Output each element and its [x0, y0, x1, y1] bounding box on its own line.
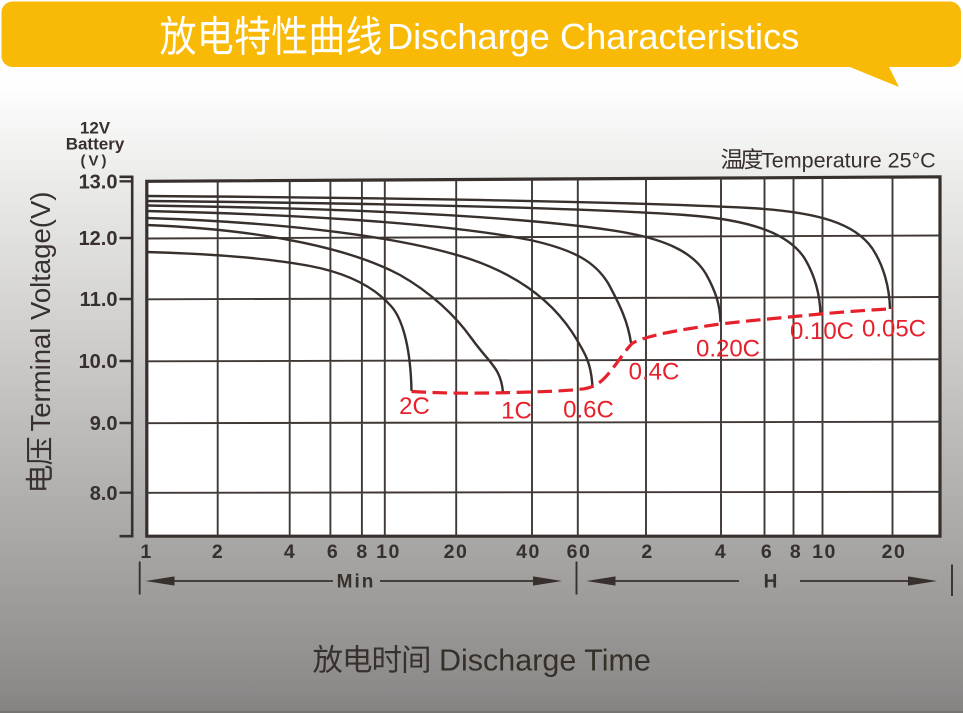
- svg-text:4: 4: [284, 541, 296, 563]
- svg-text:0.20C: 0.20C: [696, 336, 760, 363]
- svg-text:40: 40: [516, 541, 541, 563]
- svg-text:4: 4: [715, 541, 727, 563]
- svg-text:1: 1: [140, 541, 152, 563]
- svg-text:Terminal Voltage(V): Terminal Voltage(V): [25, 192, 56, 432]
- svg-text:2: 2: [641, 541, 653, 563]
- svg-text:1C: 1C: [501, 398, 532, 425]
- svg-text:0.05C: 0.05C: [862, 316, 926, 343]
- svg-text:9.0: 9.0: [90, 413, 118, 435]
- svg-text:8.0: 8.0: [90, 483, 118, 505]
- svg-text:Discharge Time: Discharge Time: [439, 644, 651, 678]
- svg-text:13.0: 13.0: [79, 172, 118, 194]
- svg-text:6: 6: [761, 541, 773, 563]
- svg-text:11.0: 11.0: [80, 289, 118, 311]
- svg-text:2: 2: [212, 541, 224, 563]
- svg-text:10: 10: [376, 541, 401, 563]
- svg-text:2C: 2C: [399, 393, 430, 420]
- svg-text:0.4C: 0.4C: [629, 359, 680, 386]
- svg-text:20: 20: [444, 541, 469, 563]
- svg-text:Discharge Characteristics: Discharge Characteristics: [387, 16, 799, 57]
- svg-text:0.10C: 0.10C: [790, 318, 854, 345]
- svg-text:12V: 12V: [80, 119, 111, 138]
- svg-text:Battery: Battery: [66, 135, 125, 154]
- svg-text:0.6C: 0.6C: [563, 397, 614, 424]
- svg-text:(V): (V): [81, 153, 110, 170]
- svg-text:Min: Min: [337, 572, 376, 593]
- svg-text:60: 60: [567, 541, 592, 563]
- svg-text:12.0: 12.0: [79, 228, 118, 250]
- svg-text:10.0: 10.0: [79, 351, 118, 373]
- svg-text:10: 10: [812, 541, 837, 563]
- svg-text:8: 8: [356, 541, 368, 563]
- svg-text:Temperature 25°C: Temperature 25°C: [761, 149, 936, 173]
- svg-text:H: H: [764, 572, 778, 593]
- svg-text:6: 6: [327, 541, 339, 563]
- svg-text:8: 8: [790, 541, 802, 563]
- svg-text:20: 20: [882, 541, 907, 563]
